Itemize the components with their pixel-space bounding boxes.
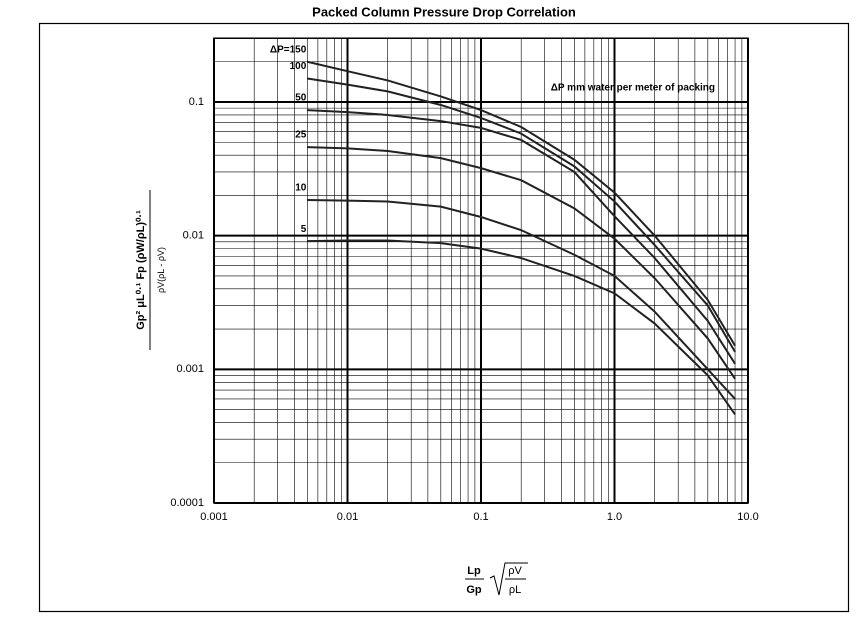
curve bbox=[307, 198, 736, 400]
x-tick-label: 1.0 bbox=[607, 511, 622, 523]
x-label-root-top: ρV bbox=[508, 565, 522, 577]
annotation: ΔP mm water per meter of packing bbox=[551, 83, 715, 94]
series-label: 5 bbox=[301, 224, 307, 235]
series-label: 10 bbox=[295, 183, 307, 194]
x-label-root-bottom: ρL bbox=[509, 584, 521, 596]
x-tick-label: 10.0 bbox=[737, 511, 758, 523]
curve bbox=[307, 109, 736, 365]
x-label: Lp Gp ρV ρL bbox=[465, 562, 528, 596]
series-label: 50 bbox=[295, 93, 307, 104]
series-label: 25 bbox=[295, 130, 307, 141]
series-label: ΔP=150 bbox=[270, 44, 307, 55]
x-label-top: Lp bbox=[467, 565, 481, 577]
y-label: Gp² μL⁰·¹ Fp (ρW/ρL)⁰·¹ ρV(ρL - ρV) bbox=[135, 190, 166, 350]
curve bbox=[307, 239, 736, 415]
x-tick-label: 0.01 bbox=[337, 511, 358, 523]
curve bbox=[307, 77, 736, 353]
curve bbox=[307, 60, 736, 347]
y-tick-label: 0.1 bbox=[189, 96, 204, 108]
series-label: 100 bbox=[290, 61, 307, 72]
frame bbox=[38, 22, 850, 613]
y-tick-label: 0.001 bbox=[176, 363, 204, 375]
chart-title: Packed Column Pressure Drop Correlation bbox=[312, 4, 576, 19]
x-tick-label: 0.001 bbox=[200, 511, 228, 523]
y-label-numerator: Gp² μL⁰·¹ Fp (ρW/ρL)⁰·¹ bbox=[135, 210, 147, 330]
radical bbox=[489, 562, 528, 596]
curve bbox=[307, 146, 736, 380]
y-tick-label: 0.01 bbox=[183, 230, 204, 242]
y-label-denominator: ρV(ρL - ρV) bbox=[156, 247, 166, 293]
x-tick-label: 0.1 bbox=[473, 511, 488, 523]
x-label-bottom: Gp bbox=[466, 584, 482, 596]
y-tick-label: 0.0001 bbox=[170, 497, 204, 509]
